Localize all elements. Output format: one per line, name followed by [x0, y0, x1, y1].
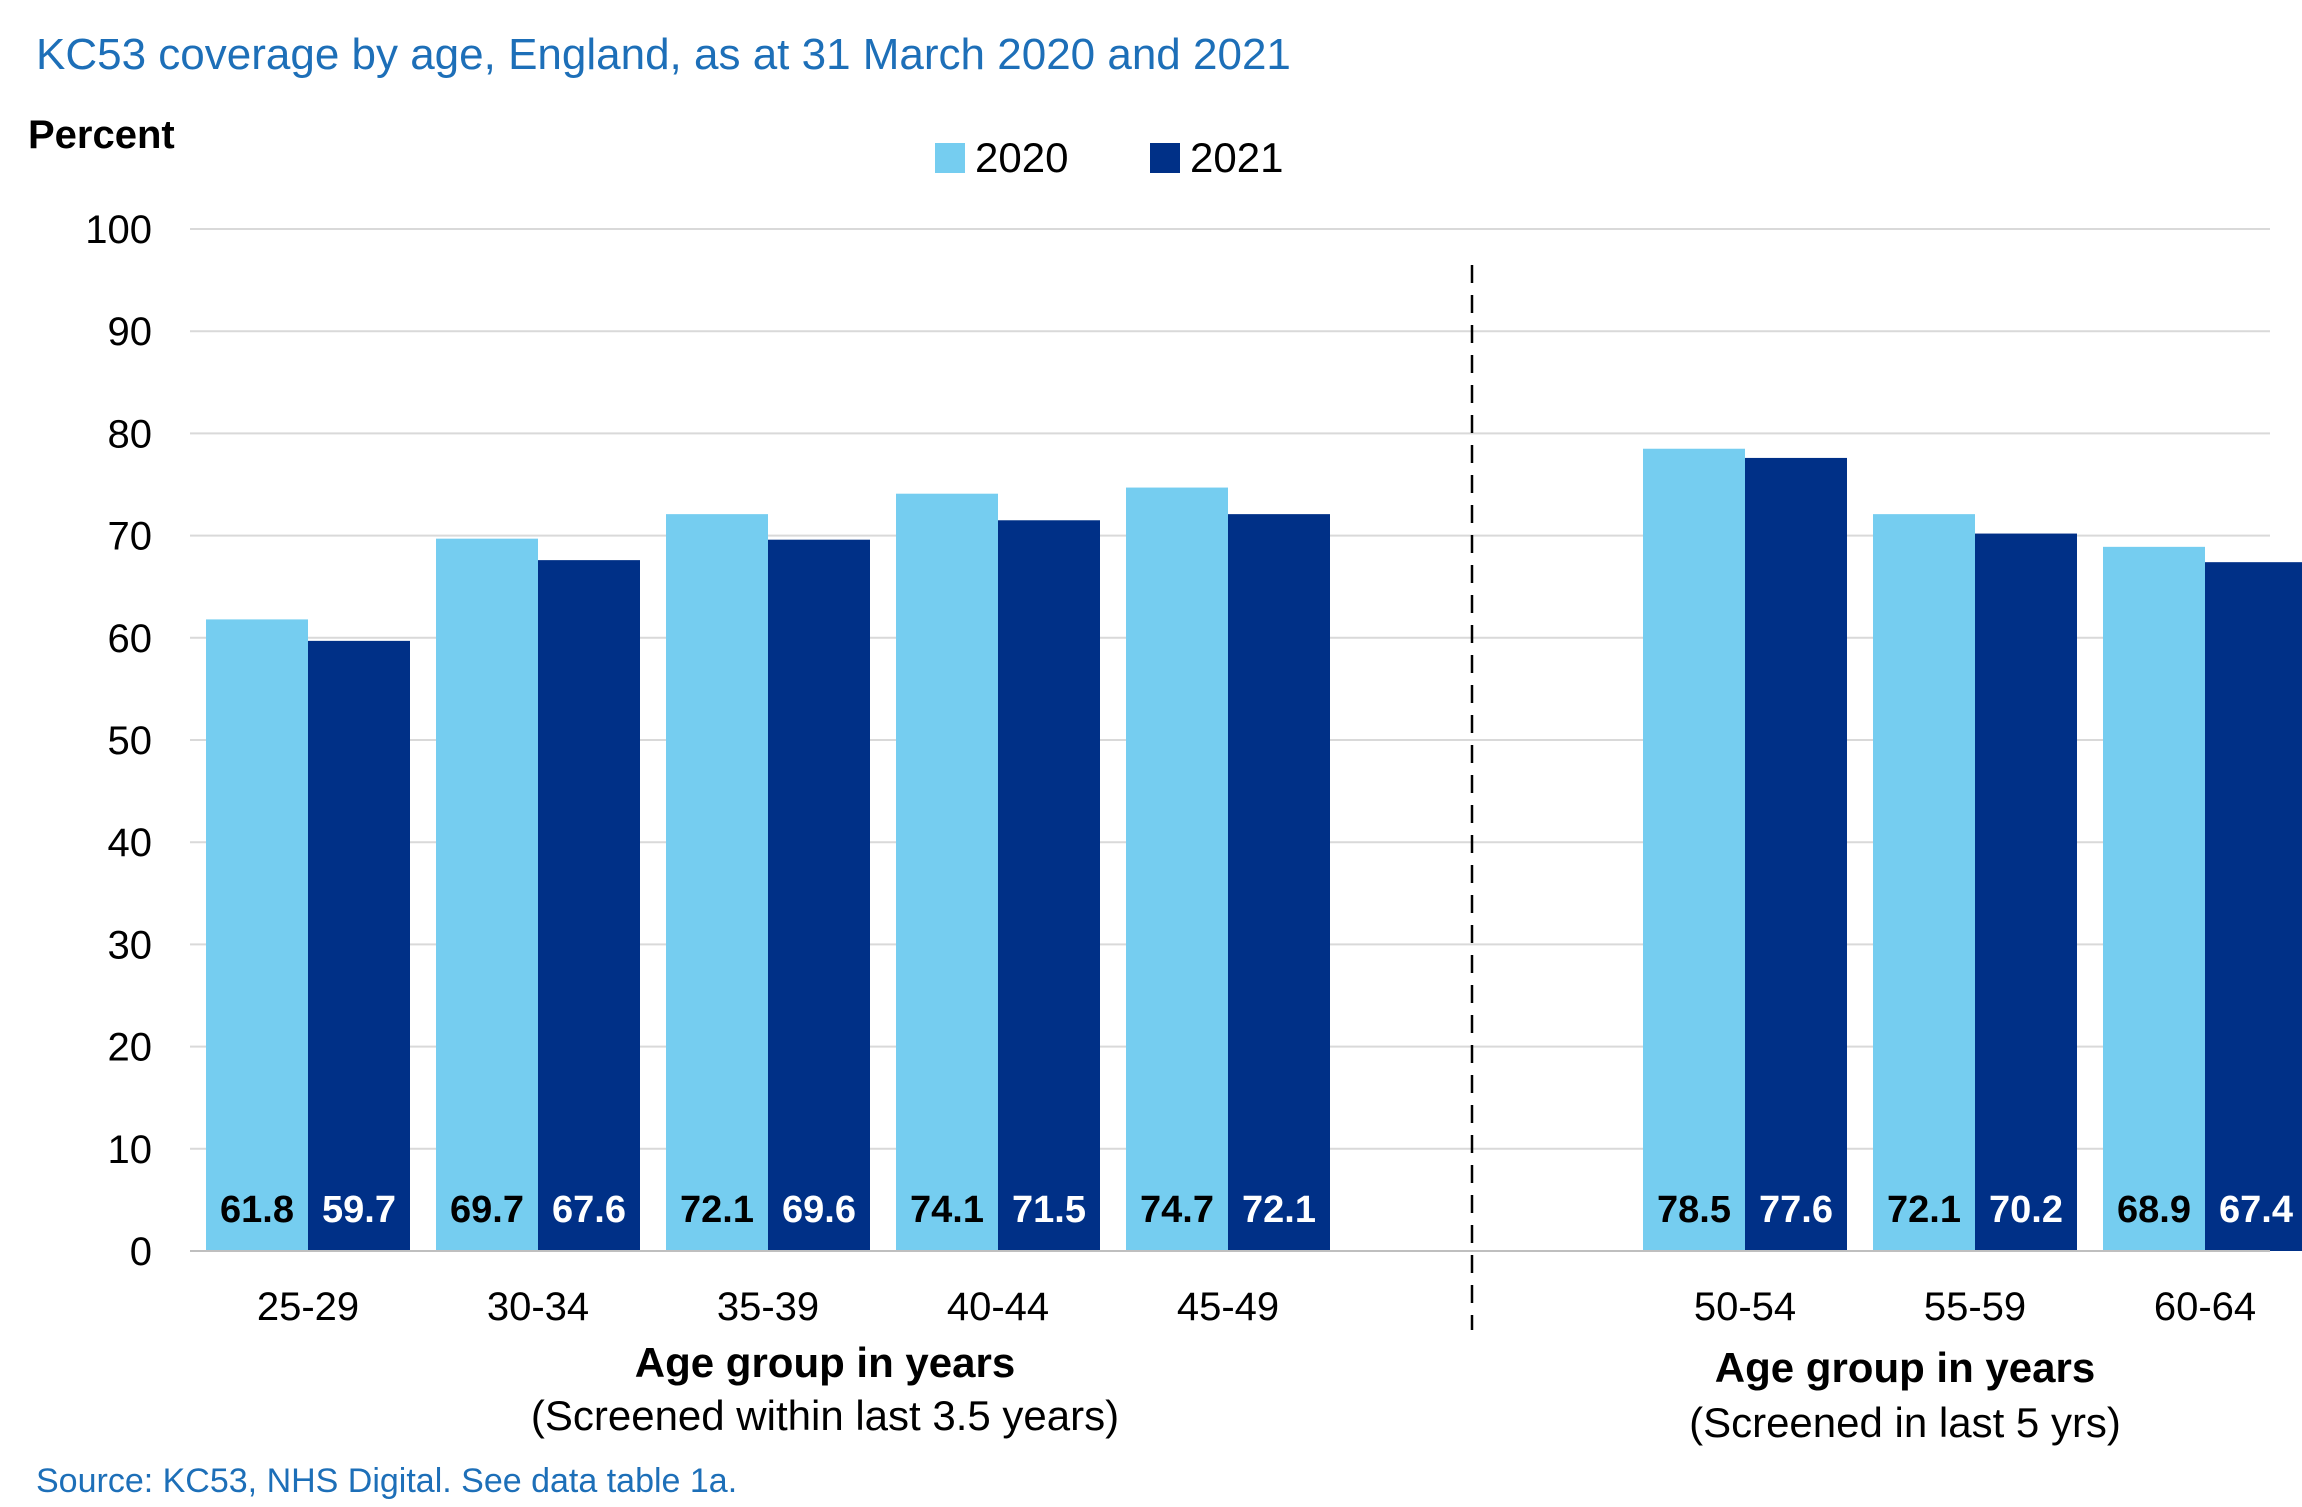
y-tick-label: 70	[108, 515, 153, 559]
chart-title: KC53 coverage by age, England, as at 31 …	[36, 30, 1291, 79]
bar-2020-40-44	[896, 493, 998, 1251]
bar-data-label: 68.9	[2117, 1189, 2191, 1231]
x-tick-label: 50-54	[1694, 1285, 1796, 1329]
x-axis-label: Age group in years	[635, 1339, 1015, 1386]
bar-data-label: 59.7	[322, 1189, 396, 1231]
group-note: (Screened within last 3.5 years)	[531, 1392, 1119, 1439]
bar-2021-45-49	[1228, 514, 1330, 1251]
bar-data-label: 72.1	[680, 1189, 754, 1231]
x-tick-label: 25-29	[257, 1285, 359, 1329]
legend-label: 2021	[1190, 134, 1283, 181]
bar-data-label: 70.2	[1989, 1189, 2063, 1231]
bar-data-label: 77.6	[1759, 1189, 1833, 1231]
y-tick-label: 30	[108, 923, 153, 967]
y-tick-label: 40	[108, 821, 153, 865]
bar-2021-60-64	[2205, 562, 2302, 1251]
bar-data-labels: 61.8 69.7 72.1 74.1 74.7 78.5 72.1 68.9 59.7 67.6…	[220, 1189, 2293, 1231]
group-labels: Age group in years (Screened within last …	[531, 1339, 2121, 1446]
x-axis-label: Age group in years	[1715, 1344, 2095, 1391]
bar-data-label: 72.1	[1242, 1189, 1316, 1231]
bars	[206, 448, 2302, 1252]
bar-data-label: 61.8	[220, 1189, 294, 1231]
bar-2021-25-29	[308, 640, 410, 1251]
bar-2020-45-49	[1126, 487, 1228, 1251]
bar-data-label: 69.7	[450, 1189, 524, 1231]
y-tick-label: 0	[130, 1230, 152, 1274]
bar-data-label: 78.5	[1657, 1189, 1731, 1231]
bar-data-label: 71.5	[1012, 1189, 1086, 1231]
bar-data-label: 74.1	[910, 1189, 984, 1231]
y-tick-label: 20	[108, 1026, 153, 1070]
y-tick-label: 60	[108, 617, 153, 661]
bar-2020-25-29	[206, 619, 308, 1251]
x-tick-label: 60-64	[2154, 1285, 2256, 1329]
x-tick-label: 45-49	[1177, 1285, 1279, 1329]
y-tick-label: 100	[85, 208, 152, 252]
bar-2020-35-39	[666, 514, 768, 1251]
axes	[190, 265, 2270, 1330]
bar-data-label: 74.7	[1140, 1189, 1214, 1231]
legend: 2020 2021	[935, 134, 1283, 181]
bar-data-label: 69.6	[782, 1189, 856, 1231]
bar-data-label: 67.6	[552, 1189, 626, 1231]
source-note: Source: KC53, NHS Digital. See data tabl…	[36, 1462, 738, 1500]
bar-2020-55-59	[1873, 514, 1975, 1251]
bar-data-label: 67.4	[2219, 1189, 2293, 1231]
bar-2020-60-64	[2103, 546, 2205, 1251]
x-tick-label: 55-59	[1924, 1285, 2026, 1329]
y-tick-label: 10	[108, 1128, 153, 1172]
legend-label: 2020	[975, 134, 1068, 181]
bar-2020-30-34	[436, 538, 538, 1251]
group-note: (Screened in last 5 yrs)	[1689, 1399, 2121, 1446]
bar-2021-40-44	[998, 520, 1100, 1251]
y-tick-labels: 0 10 20 30 40 50 60 70 80 90 100	[85, 208, 152, 1274]
x-tick-label: 40-44	[947, 1285, 1049, 1329]
bar-2021-30-34	[538, 560, 640, 1251]
legend-swatch-2020	[935, 143, 965, 173]
legend-swatch-2021	[1150, 143, 1180, 173]
bar-2021-55-59	[1975, 533, 2077, 1251]
bar-2020-50-54	[1643, 448, 1745, 1252]
y-tick-label: 80	[108, 412, 153, 456]
x-tick-labels: 25-29 30-34 35-39 40-44 45-49 50-54 55-59 60-64	[257, 1285, 2256, 1329]
y-axis-label: Percent	[28, 113, 175, 157]
x-tick-label: 30-34	[487, 1285, 589, 1329]
bar-2021-35-39	[768, 539, 870, 1251]
bar-data-label: 72.1	[1887, 1189, 1961, 1231]
y-tick-label: 50	[108, 719, 153, 763]
y-tick-label: 90	[108, 310, 153, 354]
bar-2021-50-54	[1745, 457, 1847, 1252]
x-tick-label: 35-39	[717, 1285, 819, 1329]
